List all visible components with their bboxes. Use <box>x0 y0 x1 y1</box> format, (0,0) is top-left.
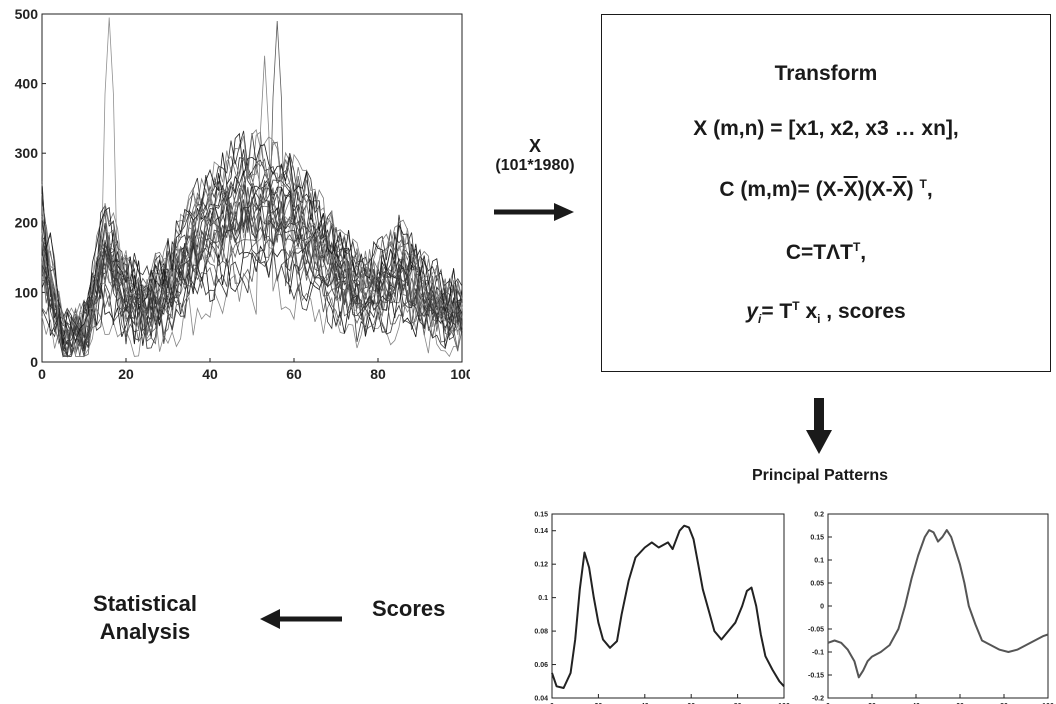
series-line <box>41 239 463 357</box>
y-tick-label: 400 <box>15 76 39 92</box>
series-line <box>41 132 463 346</box>
input-arrow-label: X (101*1980) <box>480 136 590 176</box>
y-tick-label: 0.05 <box>810 580 824 587</box>
transform-title: Transform <box>774 62 878 85</box>
series-line <box>551 524 785 689</box>
y-tick-label: 0.08 <box>534 629 548 636</box>
series-line <box>41 180 463 358</box>
x-tick-label: 80 <box>370 366 386 382</box>
x-tick-label: 40 <box>202 366 218 382</box>
transform-box: Transform X (m,n) = [x1, x2, x3 … xn], C… <box>601 14 1051 372</box>
y-tick-label: 100 <box>15 284 39 300</box>
principal-patterns-label: Principal Patterns <box>751 467 889 484</box>
principal-pattern-2-chart: 020406080100-0.2-0.15-0.1-0.0500.050.10.… <box>808 511 1054 704</box>
series-line <box>41 149 463 345</box>
y-tick-label: 0.14 <box>534 528 548 535</box>
x-tick-label: 100 <box>450 366 470 382</box>
series-line <box>41 193 463 355</box>
series-line <box>41 129 463 330</box>
down-arrow <box>806 398 832 454</box>
equation-eigen: C=TΛTT, <box>785 240 867 264</box>
y-tick-label: 0.06 <box>534 662 548 669</box>
y-tick-label: 0.15 <box>534 511 548 518</box>
matrix-size: (101*1980) <box>495 157 575 174</box>
plot-frame <box>551 513 785 699</box>
y-tick-label: 0 <box>30 354 38 370</box>
y-tick-label: 500 <box>15 6 39 22</box>
y-tick-label: -0.05 <box>808 626 824 633</box>
series-line <box>41 166 463 355</box>
equation-data-matrix: X (m,n) = [x1, x2, x3 … xn], <box>693 117 959 140</box>
input-arrow <box>494 203 574 221</box>
y-tick-label: 0.15 <box>810 534 824 541</box>
series-line <box>41 200 463 357</box>
y-tick-label: 300 <box>15 145 39 161</box>
series-line <box>41 55 463 358</box>
y-tick-label: 0 <box>820 603 824 610</box>
matrix-name: X <box>528 136 541 156</box>
y-tick-label: -0.1 <box>812 649 824 656</box>
raw-profiles-chart: 0 20 40 60 80 100 0 100 200 300 400 500 <box>15 6 470 382</box>
scores-label: Scores <box>372 596 446 621</box>
equation-scores: yi= TT xi , scores <box>746 299 906 327</box>
series-line <box>41 248 463 357</box>
y-tick-label: -0.2 <box>812 695 824 702</box>
left-arrow <box>260 609 342 629</box>
y-tick-label: 0.04 <box>534 695 548 702</box>
series-line <box>827 529 1049 679</box>
y-tick-label: 200 <box>15 215 39 231</box>
equation-covariance: C (m,m)= (X-X)(X-X) T, <box>719 177 933 201</box>
y-tick-label: 0.1 <box>814 557 824 564</box>
y-tick-label: 0.2 <box>814 511 824 518</box>
x-tick-label: 0 <box>38 366 46 382</box>
x-tick-label: 60 <box>286 366 302 382</box>
series-line <box>41 187 463 357</box>
statistical-analysis-label: Statistical Analysis <box>93 591 197 644</box>
x-tick-label: 20 <box>118 366 134 382</box>
y-tick-label: 0.1 <box>538 595 548 602</box>
y-tick-label: 0.12 <box>534 562 548 569</box>
y-tick-label: -0.15 <box>808 672 824 679</box>
